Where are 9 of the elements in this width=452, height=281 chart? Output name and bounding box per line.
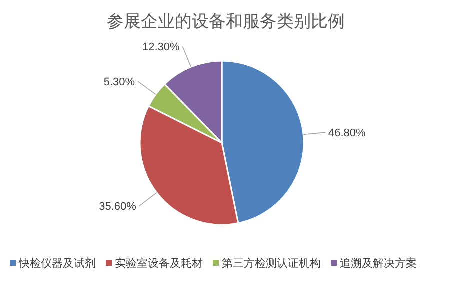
data-label: 5.30%	[104, 76, 136, 89]
data-label: 35.60%	[99, 201, 137, 214]
legend-label: 追溯及解决方案	[340, 257, 417, 270]
data-label: 46.80%	[328, 128, 366, 140]
chart-title: 参展企业的设备和服务类别比例	[107, 12, 345, 31]
legend-label: 第三方检测认证机构	[222, 257, 321, 270]
data-label: 12.30%	[142, 42, 180, 54]
legend-label: 实验室设备及耗材	[115, 257, 203, 270]
legend-label: 快检仪器及试剂	[18, 257, 96, 270]
